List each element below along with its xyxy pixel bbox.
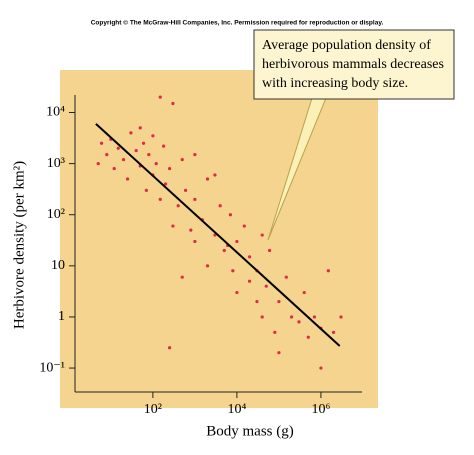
plot-panel [60, 70, 378, 408]
point [158, 197, 162, 201]
y-tick-label: 10³ [47, 156, 65, 171]
point [231, 269, 235, 273]
point [147, 153, 151, 157]
point [306, 335, 310, 339]
point [112, 166, 116, 171]
y-tick-label: 10⁻¹ [39, 360, 65, 375]
point [319, 366, 323, 370]
point [193, 153, 197, 157]
annotation-box [253, 29, 455, 100]
point [260, 315, 264, 319]
point [255, 299, 259, 304]
marks: 10⁻¹ 1 10 10² 10³ 10⁴ 10² 10⁴ 10⁶ [39, 95, 362, 417]
point [326, 269, 330, 273]
y-axis-label: Herbivore density (per km²) [11, 161, 27, 329]
point [289, 315, 294, 319]
x-axis-label: Body mass (g) [206, 423, 294, 439]
trend-line [95, 123, 341, 347]
point [235, 290, 239, 295]
point [168, 166, 172, 171]
point [228, 213, 232, 217]
point [213, 173, 217, 177]
point [96, 162, 100, 166]
point [116, 146, 120, 150]
point [158, 95, 162, 99]
x-tick-label: 10² [144, 402, 162, 417]
point [121, 157, 126, 162]
point [273, 330, 277, 334]
point [183, 188, 188, 192]
point [247, 279, 252, 283]
y-tick-label: 10² [47, 207, 65, 222]
point [277, 351, 281, 355]
point [235, 239, 239, 244]
x-tick-label: 10⁶ [311, 402, 330, 417]
annotation-line: herbivorous mammals decreases [262, 57, 444, 72]
point [284, 275, 288, 279]
y-tick-label: 1 [58, 309, 65, 324]
point [171, 101, 175, 106]
point [242, 224, 246, 228]
point [312, 315, 317, 319]
point [205, 177, 210, 181]
point [260, 233, 264, 237]
point [189, 228, 193, 232]
annotation-line: Average population density of [262, 38, 431, 53]
point [176, 204, 180, 208]
point [331, 330, 336, 334]
point [129, 131, 133, 135]
point [141, 141, 146, 145]
point [125, 177, 130, 181]
point [297, 320, 301, 324]
annotation-line: with increasing body size. [262, 76, 408, 91]
point [162, 144, 166, 148]
point [247, 255, 252, 259]
point [264, 284, 268, 288]
point [144, 188, 148, 192]
y-tick-label: 10⁴ [46, 105, 65, 120]
point [339, 315, 343, 319]
point [222, 248, 226, 253]
point [99, 141, 104, 145]
point [138, 126, 142, 130]
point [193, 239, 197, 244]
point [302, 290, 306, 295]
point [171, 224, 175, 228]
point [180, 157, 184, 162]
point [277, 299, 281, 304]
point [134, 148, 138, 153]
point [154, 162, 158, 166]
x-tick-label: 10⁴ [227, 402, 246, 417]
point [105, 153, 109, 157]
point [267, 248, 272, 253]
point [151, 134, 155, 138]
copyright: Copyright © The McGraw-Hill Companies, I… [91, 19, 384, 27]
point [218, 204, 222, 208]
point [205, 264, 210, 268]
point [193, 197, 197, 201]
point [163, 182, 168, 186]
point [180, 275, 184, 279]
point [168, 346, 172, 350]
y-tick-label: 10 [51, 258, 65, 273]
